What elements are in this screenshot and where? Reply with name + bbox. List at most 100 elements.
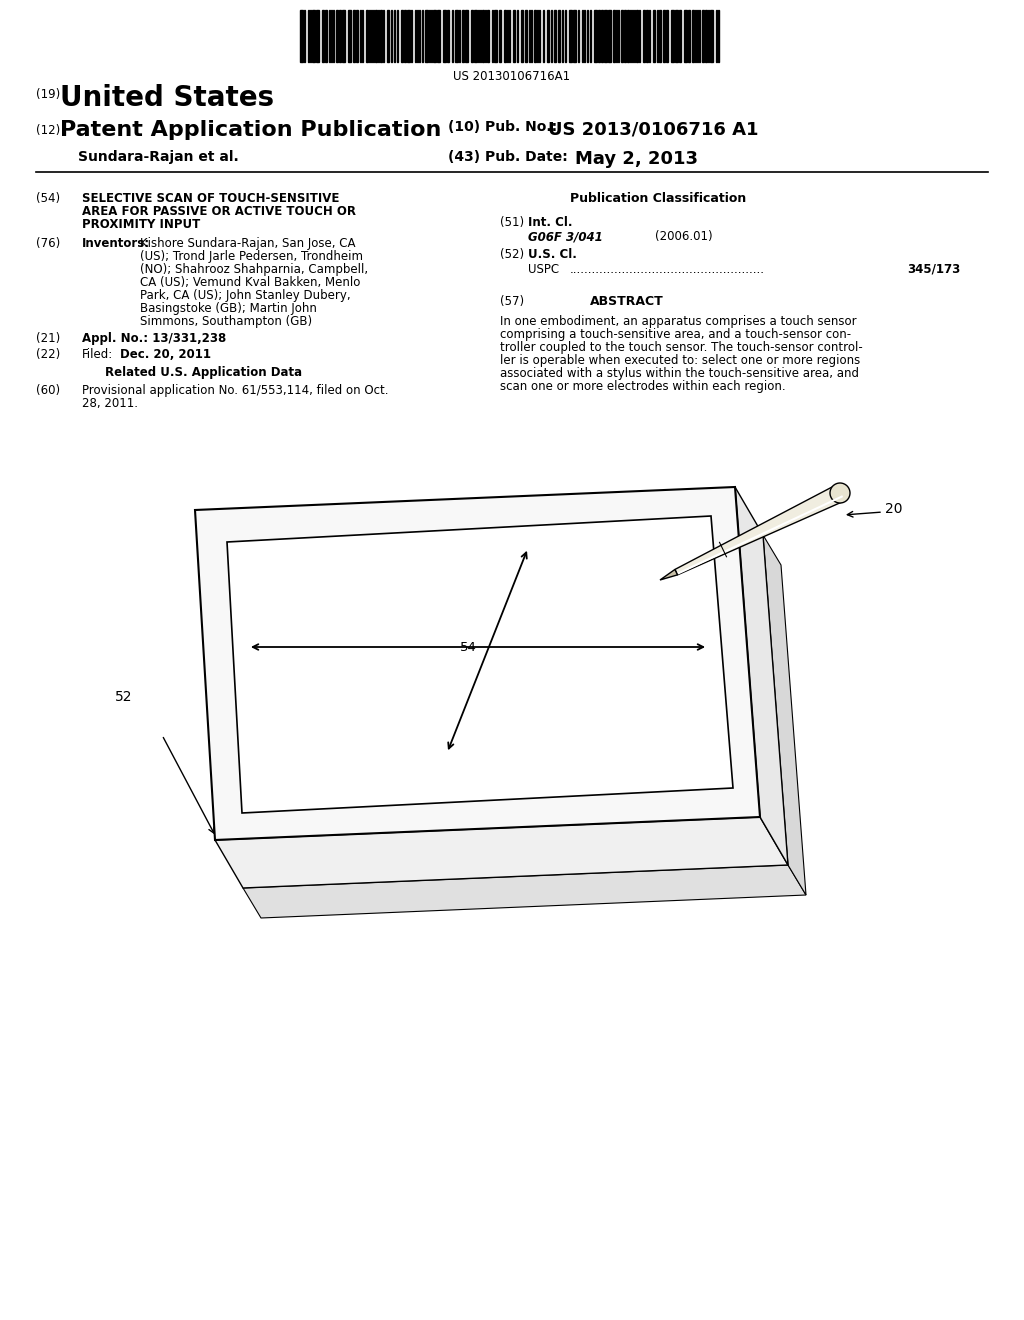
Text: 345/173: 345/173 xyxy=(906,263,961,276)
Polygon shape xyxy=(195,487,760,840)
Polygon shape xyxy=(735,487,788,865)
Bar xyxy=(573,11,575,62)
Bar xyxy=(474,11,477,62)
Bar xyxy=(569,11,572,62)
Text: (NO); Shahrooz Shahparnia, Campbell,: (NO); Shahrooz Shahparnia, Campbell, xyxy=(140,263,368,276)
Polygon shape xyxy=(215,817,788,888)
Bar xyxy=(663,11,665,62)
Text: 54: 54 xyxy=(460,642,477,653)
Bar xyxy=(513,11,515,62)
Text: (54): (54) xyxy=(36,191,60,205)
Text: US 2013/0106716 A1: US 2013/0106716 A1 xyxy=(548,120,759,139)
Text: ABSTRACT: ABSTRACT xyxy=(590,294,664,308)
Circle shape xyxy=(830,483,850,503)
Text: (2006.01): (2006.01) xyxy=(655,230,713,243)
Text: SELECTIVE SCAN OF TOUCH-SENSITIVE: SELECTIVE SCAN OF TOUCH-SENSITIVE xyxy=(82,191,339,205)
Text: Dec. 20, 2011: Dec. 20, 2011 xyxy=(120,348,211,360)
Text: associated with a stylus within the touch-sensitive area, and: associated with a stylus within the touc… xyxy=(500,367,859,380)
Bar xyxy=(462,11,464,62)
Bar xyxy=(646,11,648,62)
Text: ler is operable when executed to: select one or more regions: ler is operable when executed to: select… xyxy=(500,354,860,367)
Bar xyxy=(342,11,345,62)
Text: Related U.S. Application Data: Related U.S. Application Data xyxy=(105,366,302,379)
Text: (51): (51) xyxy=(500,216,524,228)
Bar xyxy=(407,11,410,62)
Bar xyxy=(433,11,436,62)
Bar xyxy=(494,11,497,62)
Bar xyxy=(692,11,694,62)
Bar xyxy=(353,11,355,62)
Text: Kishore Sundara-Rajan, San Jose, CA: Kishore Sundara-Rajan, San Jose, CA xyxy=(140,238,355,249)
Text: 20: 20 xyxy=(885,502,902,516)
Bar xyxy=(404,11,406,62)
Text: 28, 2011.: 28, 2011. xyxy=(82,397,138,411)
Bar xyxy=(443,11,446,62)
Bar xyxy=(594,11,597,62)
Bar xyxy=(534,11,536,62)
Bar xyxy=(525,11,527,62)
Polygon shape xyxy=(243,865,806,917)
Bar xyxy=(679,11,681,62)
Bar xyxy=(604,11,607,62)
Text: (57): (57) xyxy=(500,294,524,308)
Bar xyxy=(613,11,615,62)
Bar xyxy=(482,11,484,62)
Text: (60): (60) xyxy=(36,384,60,397)
Text: U.S. Cl.: U.S. Cl. xyxy=(528,248,577,261)
Bar xyxy=(643,11,645,62)
Bar xyxy=(688,11,690,62)
Text: Patent Application Publication: Patent Application Publication xyxy=(60,120,441,140)
Bar xyxy=(300,11,303,62)
Bar xyxy=(675,11,678,62)
Bar xyxy=(401,11,403,62)
Text: comprising a touch-sensitive area, and a touch-sensor con-: comprising a touch-sensitive area, and a… xyxy=(500,327,851,341)
Bar xyxy=(487,11,489,62)
Text: (US); Trond Jarle Pedersen, Trondheim: (US); Trond Jarle Pedersen, Trondheim xyxy=(140,249,362,263)
Bar xyxy=(366,11,368,62)
Bar xyxy=(312,11,315,62)
Bar xyxy=(558,11,560,62)
Bar xyxy=(336,11,338,62)
Text: 52: 52 xyxy=(115,690,132,704)
Text: Int. Cl.: Int. Cl. xyxy=(528,216,572,228)
Bar xyxy=(554,11,556,62)
Polygon shape xyxy=(763,535,806,895)
Bar xyxy=(627,11,629,62)
Bar xyxy=(684,11,687,62)
Text: May 2, 2013: May 2, 2013 xyxy=(575,150,698,168)
Bar xyxy=(455,11,458,62)
Text: (22): (22) xyxy=(36,348,60,360)
Bar xyxy=(504,11,506,62)
Bar xyxy=(325,11,327,62)
Bar xyxy=(636,11,638,62)
Bar xyxy=(547,11,549,62)
Bar xyxy=(425,11,428,62)
Bar xyxy=(339,11,341,62)
Bar xyxy=(705,11,707,62)
Text: (43) Pub. Date:: (43) Pub. Date: xyxy=(449,150,567,164)
Text: (76): (76) xyxy=(36,238,60,249)
Polygon shape xyxy=(675,484,844,576)
Text: PROXIMITY INPUT: PROXIMITY INPUT xyxy=(82,218,201,231)
Bar xyxy=(316,11,319,62)
Text: Park, CA (US); John Stanley Dubery,: Park, CA (US); John Stanley Dubery, xyxy=(140,289,350,302)
Text: Simmons, Southampton (GB): Simmons, Southampton (GB) xyxy=(140,315,312,327)
Polygon shape xyxy=(660,569,678,579)
Bar xyxy=(437,11,440,62)
Bar xyxy=(601,11,603,62)
Bar xyxy=(659,11,662,62)
Bar xyxy=(465,11,468,62)
Text: US 20130106716A1: US 20130106716A1 xyxy=(454,70,570,83)
Bar xyxy=(348,11,351,62)
Bar xyxy=(598,11,600,62)
Bar xyxy=(356,11,358,62)
Bar xyxy=(666,11,668,62)
Text: scan one or more electrodes within each region.: scan one or more electrodes within each … xyxy=(500,380,785,393)
Bar xyxy=(471,11,473,62)
Bar xyxy=(702,11,705,62)
Text: troller coupled to the touch sensor. The touch-sensor control-: troller coupled to the touch sensor. The… xyxy=(500,341,863,354)
Text: Appl. No.: 13/331,238: Appl. No.: 13/331,238 xyxy=(82,333,226,345)
Text: Filed:: Filed: xyxy=(82,348,114,360)
Text: G06F 3/041: G06F 3/041 xyxy=(528,230,603,243)
Bar xyxy=(387,11,389,62)
